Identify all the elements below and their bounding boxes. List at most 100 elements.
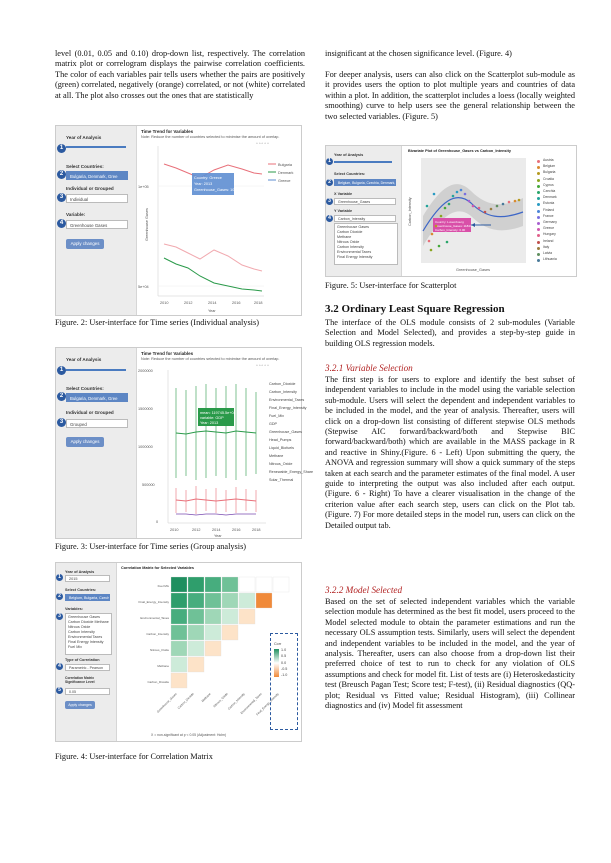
fig4-variables-list[interactable]: Greenhouse Gases Carbon Dioxide Methane … (65, 613, 112, 655)
fig3-countries-label: Select Countries: (66, 386, 104, 391)
fig4-legend-value: 1.0 (281, 648, 287, 652)
fig3-xtick-1: 2010 (170, 528, 178, 532)
fig2-step-2-badge: 2 (57, 170, 66, 179)
fig3-legend-item: Liquid_Biofuels (269, 446, 295, 450)
fig5-y-option[interactable]: Nitrous Oxide (337, 240, 360, 244)
fig4-corr-type-select[interactable]: Parametric - Pearson (65, 664, 110, 671)
fig5-y-option[interactable]: Carbon Intensity (337, 245, 364, 249)
fig5-legend-item: France (543, 213, 554, 218)
fig4-sidebar: Year of Analysis 2015 Select Countries: … (56, 563, 117, 741)
fig2-xtick-2: 2012 (184, 301, 192, 305)
left-intro-paragraph: level (0.01, 0.05 and 0.10) drop-down li… (55, 49, 305, 100)
fig5-legend-dot (537, 197, 540, 201)
fig2-chart-title: Time Trend for Variables (141, 129, 194, 134)
fig3-apply-button[interactable]: Apply changes (66, 437, 104, 447)
figure-2-screenshot: Year of Analysis Select Countries: Bulga… (55, 125, 302, 316)
fig3-tooltip (198, 408, 234, 426)
fig2-line-chart: Country: Greece Year: 2013 Greenhouse_Ga… (138, 146, 294, 313)
fig4-col-label: Methane (201, 692, 212, 703)
fig3-legend-item: Final_Energy_Intensity (269, 406, 307, 410)
fig3-plot-toolbar[interactable]: ▫▫▫▫▫ (256, 363, 270, 369)
fig2-xtick-1: 2010 (160, 301, 168, 305)
fig4-variable-item[interactable]: Fuel Mix (68, 645, 82, 649)
fig4-variable-item[interactable]: Carbon Intensity (68, 630, 95, 634)
fig3-countries-select[interactable]: Bulgaria, Denmark, Gree (66, 393, 128, 402)
fig3-step-1-badge: 1 (57, 366, 66, 375)
fig3-legend-item: Environmental_Taxes (269, 398, 305, 402)
fig5-legend-dot (537, 240, 540, 244)
fig3-xtick-4: 2016 (232, 528, 240, 532)
fig2-apply-button[interactable]: Apply changes (66, 239, 104, 249)
fig2-plot-toolbar[interactable]: ▫▫▫▫▫ (256, 141, 270, 147)
fig5-chart-title: Bivariate Plot of Greenhouse_Gases vs Ca… (408, 149, 511, 153)
fig5-y-options[interactable]: Greenhouse Gases Carbon Dioxide Methane … (334, 223, 398, 265)
svg-text:Country: Luxembourg: Country: Luxembourg (435, 220, 464, 224)
fig5-y-option[interactable]: Final Energy Intensity (337, 255, 373, 259)
fig5-legend-item: Latvia (543, 251, 553, 255)
fig5-y-option[interactable]: Greenhouse Gases (337, 225, 369, 229)
fig5-y-option[interactable]: Methane (337, 235, 352, 239)
fig3-ytick-1: 2000000 (138, 369, 153, 373)
fig2-tooltip-text: Country: Greece (194, 176, 222, 180)
fig3-xtick-2: 2012 (192, 528, 200, 532)
fig3-legend-item: Carbon_Intensity (269, 390, 297, 394)
fig5-legend-item: Croatia (543, 176, 554, 181)
fig4-variable-item[interactable]: Greenhouse Gases (68, 615, 100, 619)
fig4-corr-cell (238, 576, 256, 593)
fig4-corr-cell (170, 624, 188, 641)
fig4-corr-cell (187, 640, 205, 657)
fig5-y-option[interactable]: Carbon Dioxide (337, 230, 363, 234)
fig5-legend-dot (537, 203, 540, 207)
fig4-corr-cell (170, 672, 188, 689)
fig3-group-label: Individual or Grouped (66, 410, 114, 415)
fig5-legend-dot (537, 191, 540, 194)
fig4-variable-item[interactable]: Environmental Taxes (68, 635, 103, 639)
fig4-sig-select[interactable]: 0.05 (65, 688, 110, 695)
fig5-countries-select[interactable]: Belgium, Bulgaria, Czechia, Denmark, Ger… (334, 179, 396, 186)
fig4-countries-label: Select Countries: (65, 588, 97, 592)
fig4-corr-cell (170, 640, 188, 657)
fig4-countries-select[interactable]: Belgium, Bulgaria, Czech (65, 594, 110, 601)
fig3-group-select[interactable]: Grouped (66, 419, 128, 428)
fig5-legend-item: Denmark (543, 195, 557, 200)
section-3-2-heading: 3.2 Ordinary Least Square Regression (325, 303, 505, 315)
fig4-variable-item[interactable]: Nitrous Oxide (68, 625, 91, 629)
fig5-point (447, 202, 451, 206)
figure-4-caption: Figure. 4: User-interface for Correlatio… (55, 752, 213, 761)
fig2-year-slider[interactable] (66, 146, 126, 148)
fig4-row-label: Environmental_Taxes (140, 616, 169, 620)
fig5-y-option[interactable]: Environmental Taxes (337, 250, 372, 254)
fig5-year-slider[interactable] (334, 161, 392, 163)
section-3-2-2-heading: 3.2.2 Model Selected (325, 585, 403, 595)
fig4-legend-title: Corr (274, 642, 282, 646)
fig2-variable-label: Variable: (66, 212, 86, 217)
fig4-corr-cell (187, 608, 205, 625)
fig5-step-1-badge: 1 (326, 158, 333, 165)
fig4-legend-value: -1.0 (281, 673, 288, 677)
fig4-legend-box: Corr 1.0 0.5 0.0 -0.5 -1.0 (270, 633, 298, 730)
fig4-col-label: Nitrous_Oxide (212, 692, 229, 709)
fig2-xtick-5: 2018 (254, 301, 262, 305)
fig2-xtick-3: 2014 (208, 301, 216, 305)
fig5-point (517, 198, 521, 202)
fig5-legend-item: Bulgaria (543, 170, 556, 175)
fig2-group-select[interactable]: Individual (66, 194, 128, 203)
fig4-variable-item[interactable]: Carbon Dioxide Methane (68, 620, 109, 624)
fig3-year-slider[interactable] (66, 369, 126, 371)
fig2-series-denmark (163, 257, 263, 292)
fig4-variables-label: Variables: (65, 607, 83, 611)
fig2-countries-select[interactable]: Bulgaria, Denmark, Gree (66, 171, 128, 180)
fig4-legend-value: 0.0 (281, 661, 287, 665)
fig4-step-3-badge: 3 (56, 613, 63, 620)
fig5-y-select[interactable]: Carbon_Intensity (334, 215, 396, 222)
fig5-legend-dot (537, 172, 540, 176)
fig2-year-label: Year of Analysis (66, 135, 102, 140)
fig4-apply-button[interactable]: Apply changes (65, 701, 95, 709)
fig4-year-select[interactable]: 2015 (65, 575, 110, 582)
fig5-legend-dot (537, 246, 540, 250)
fig3-legend-item: Solar_Thermal (269, 478, 294, 482)
fig5-x-select[interactable]: Greenhouse_Gases (334, 198, 396, 205)
fig4-variable-item[interactable]: Final Energy Intensity (68, 640, 104, 644)
fig2-variable-select[interactable]: Greenhouse Gases (66, 220, 128, 229)
fig4-corr-cell (170, 608, 188, 625)
